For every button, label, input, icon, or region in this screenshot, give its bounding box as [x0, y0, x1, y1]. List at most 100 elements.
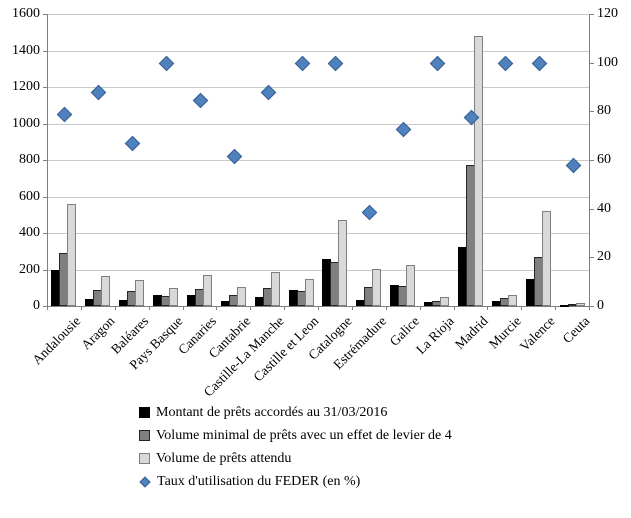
diamond-legend-icon	[139, 475, 151, 488]
x-axis-tick	[250, 306, 252, 310]
y-axis-label-right: 100	[597, 54, 618, 70]
x-axis-tick	[419, 306, 421, 310]
data-point-diamond	[294, 55, 310, 72]
data-point-diamond	[226, 148, 243, 164]
bar	[440, 297, 449, 306]
data-point-diamond	[124, 136, 141, 152]
legend: Montant de prêts accordés au 31/03/2016 V…	[139, 401, 452, 493]
gridline	[47, 123, 589, 125]
data-point-diamond	[531, 55, 547, 72]
legend-item: Taux d'utilisation du FEDER (en %)	[139, 470, 452, 493]
right-axis-tick	[590, 257, 594, 259]
x-axis-tick	[80, 306, 82, 310]
data-point-diamond	[192, 92, 209, 108]
data-point-diamond	[429, 55, 446, 72]
legend-item: Volume de prêts attendu	[139, 447, 452, 470]
left-axis-tick	[43, 123, 47, 125]
gridline	[47, 196, 589, 198]
bar	[305, 279, 314, 306]
y-axis-label-right: 80	[597, 103, 611, 119]
bar	[271, 272, 280, 306]
y-axis-label-right: 60	[597, 152, 611, 167]
x-axis-tick	[453, 306, 455, 310]
x-axis-tick	[351, 306, 353, 310]
gridline	[47, 14, 589, 15]
left-axis-tick	[43, 306, 47, 307]
x-axis-tick	[148, 306, 150, 310]
x-axis-label: Madrid	[451, 313, 491, 353]
x-axis-tick	[589, 306, 590, 310]
x-axis-label: Andalousie	[29, 313, 84, 368]
gridline	[47, 87, 589, 88]
legend-label: Montant de prêts accordés au 31/03/2016	[156, 404, 388, 420]
left-axis-tick	[43, 14, 47, 15]
left-axis-tick	[43, 87, 47, 88]
bar	[203, 275, 212, 306]
data-point-diamond	[158, 55, 175, 72]
x-axis-tick	[385, 306, 387, 310]
left-axis-tick	[43, 50, 47, 52]
y-axis-label-left: 0	[33, 298, 40, 313]
bar	[406, 265, 415, 306]
y-axis-label-left: 1200	[12, 79, 40, 94]
bar	[101, 276, 110, 306]
left-axis-tick	[43, 269, 47, 271]
left-axis-line	[47, 14, 48, 306]
legend-label: Volume de prêts attendu	[156, 450, 292, 466]
bar	[560, 305, 569, 307]
y-axis-label-left: 1000	[12, 115, 40, 131]
y-axis-label-right: 40	[597, 200, 611, 216]
x-axis-tick	[182, 306, 184, 310]
y-axis-label-left: 600	[19, 188, 40, 204]
x-axis-label: Valence	[517, 313, 559, 355]
data-point-diamond	[497, 55, 514, 72]
right-axis-tick	[590, 208, 594, 210]
bar	[237, 287, 246, 306]
bar	[67, 204, 76, 306]
x-axis-tick	[487, 306, 489, 310]
right-axis-tick	[590, 111, 594, 113]
bar	[372, 269, 381, 306]
left-axis-tick	[43, 233, 47, 234]
left-axis-tick	[43, 196, 47, 198]
gridline	[47, 160, 589, 161]
x-axis-tick	[521, 306, 523, 310]
y-axis-label-right: 20	[597, 249, 611, 265]
x-axis-tick	[114, 306, 116, 310]
bar-legend-icon	[139, 407, 150, 418]
x-axis-tick	[47, 306, 48, 310]
x-axis-tick	[284, 306, 286, 310]
y-axis-label-right: 120	[597, 6, 618, 21]
right-axis-tick	[590, 306, 594, 307]
gridline	[47, 233, 589, 234]
right-axis-line	[589, 14, 590, 307]
x-axis-label: Ceuta	[559, 313, 592, 347]
gridline	[47, 269, 589, 271]
legend-item: Montant de prêts accordés au 31/03/2016	[139, 401, 452, 424]
bar	[542, 211, 551, 306]
data-point-diamond	[328, 55, 344, 72]
y-axis-label-left: 1600	[12, 6, 40, 21]
left-axis-tick	[43, 160, 47, 161]
legend-label: Volume minimal de prêts avec un effet de…	[156, 427, 452, 443]
bar	[474, 36, 483, 306]
x-axis-tick	[216, 306, 218, 310]
y-axis-label-left: 400	[19, 225, 40, 240]
x-axis-tick	[555, 306, 557, 310]
bar-legend-icon	[139, 453, 150, 464]
y-axis-label-left: 800	[19, 152, 40, 167]
data-point-diamond	[362, 204, 378, 220]
legend-label: Taux d'utilisation du FEDER (en %)	[157, 473, 361, 489]
right-axis-tick	[590, 160, 594, 161]
bar	[338, 220, 347, 306]
x-axis-line	[43, 306, 589, 307]
bar-legend-icon	[139, 430, 150, 441]
x-axis-label: La Rioja	[412, 313, 457, 358]
y-axis-label-left: 200	[19, 261, 40, 277]
x-axis-tick	[318, 306, 319, 310]
bar	[169, 288, 178, 306]
bar	[135, 280, 144, 306]
data-point-diamond	[57, 106, 73, 123]
right-axis-tick	[590, 62, 594, 64]
